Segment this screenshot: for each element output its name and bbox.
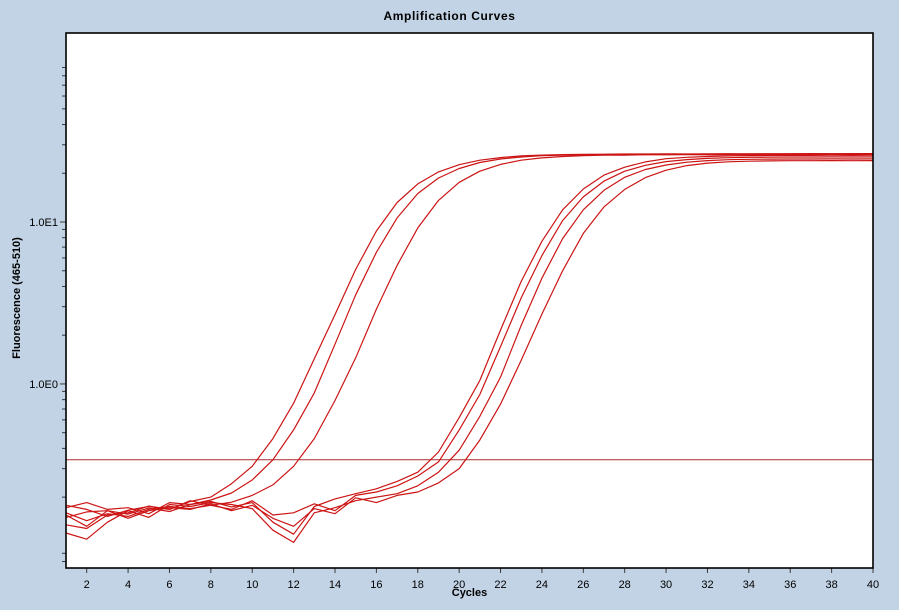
plot-border	[65, 32, 874, 569]
x-tick-label: 30	[660, 579, 672, 591]
x-tick-label: 20	[453, 579, 465, 591]
x-tick-label: 36	[784, 579, 796, 591]
x-tick-label: 18	[412, 579, 424, 591]
x-tick-label: 6	[166, 579, 172, 591]
x-tick-label: 16	[370, 579, 382, 591]
amplification-curve-6[interactable]	[65, 158, 874, 544]
x-tick-label: 2	[84, 579, 90, 591]
amplification-curve-5[interactable]	[65, 156, 874, 530]
y-tick-label: 1.0E1	[29, 217, 58, 229]
y-tick-label: 1.0E0	[29, 379, 58, 391]
x-tick-label: 32	[701, 579, 713, 591]
x-tick-label: 8	[208, 579, 214, 591]
plot-background	[66, 33, 873, 568]
x-tick-label: 22	[494, 579, 506, 591]
x-tick-label: 14	[329, 579, 341, 591]
chart-title: Amplification Curves	[383, 9, 516, 23]
x-tick-label: 38	[825, 579, 837, 591]
x-tick-label: 40	[867, 579, 879, 591]
x-tick-label: 28	[619, 579, 631, 591]
amplification-curve-7[interactable]	[65, 160, 874, 527]
x-tick-label: 24	[536, 579, 548, 591]
x-tick-label: 34	[743, 579, 755, 591]
x-tick-label: 12	[287, 579, 299, 591]
x-axis-label: Cycles	[451, 587, 488, 599]
x-tick-label: 4	[125, 579, 131, 591]
x-tick-label: 26	[577, 579, 589, 591]
x-tick-label: 10	[246, 579, 258, 591]
